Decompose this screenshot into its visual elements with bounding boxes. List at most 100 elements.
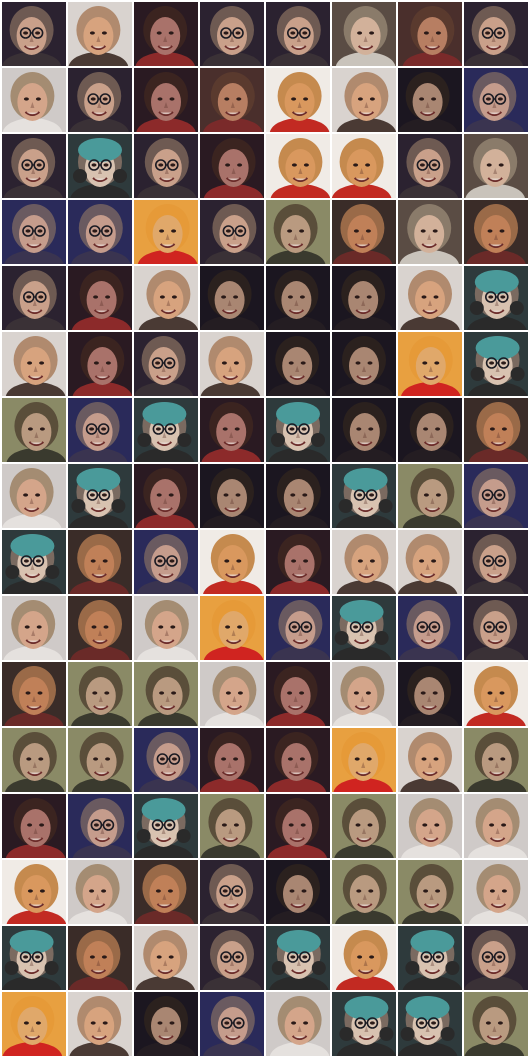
face-image [464,728,528,792]
face-image [134,926,198,990]
face-image [464,530,528,594]
face-tile [266,398,330,462]
face-image [398,398,462,462]
face-image [464,134,528,198]
face-tile [266,332,330,396]
face-tile [2,464,66,528]
face-image [266,728,330,792]
face-image [134,398,198,462]
face-tile [332,530,396,594]
face-tile [68,134,132,198]
face-image [68,134,132,198]
face-tile [398,596,462,660]
face-tile [68,200,132,264]
face-image [2,332,66,396]
face-tile [200,266,264,330]
face-image [2,926,66,990]
face-tile [332,662,396,726]
face-tile [68,728,132,792]
face-tile [200,860,264,924]
face-tile [134,200,198,264]
face-tile [464,728,528,792]
face-tile [2,68,66,132]
face-image [68,68,132,132]
face-tile [266,728,330,792]
face-tile [266,860,330,924]
face-image [266,134,330,198]
face-tile [68,596,132,660]
face-image [134,464,198,528]
face-image [266,530,330,594]
face-tile [398,332,462,396]
face-image [68,2,132,66]
face-image [2,68,66,132]
face-tile [134,992,198,1056]
face-tile [200,794,264,858]
face-tile [398,992,462,1056]
face-tile [68,860,132,924]
face-tile [332,266,396,330]
face-image [68,860,132,924]
face-image [134,530,198,594]
face-image [464,794,528,858]
face-tile [398,2,462,66]
face-image [398,200,462,264]
face-image [464,332,528,396]
face-tile [266,530,330,594]
face-image [134,134,198,198]
face-image [134,728,198,792]
face-image [464,992,528,1056]
face-image [332,596,396,660]
face-image [2,266,66,330]
face-image [266,332,330,396]
face-tile [200,530,264,594]
face-tile [2,662,66,726]
face-image [2,662,66,726]
face-image [134,662,198,726]
face-tile [68,794,132,858]
face-tile [398,728,462,792]
face-tile [68,68,132,132]
face-tile [332,200,396,264]
face-image [266,2,330,66]
face-tile [134,728,198,792]
face-image [134,992,198,1056]
face-image [398,266,462,330]
face-tile [200,398,264,462]
face-tile [398,200,462,264]
face-image [200,398,264,462]
face-tile [200,200,264,264]
face-tile [332,134,396,198]
face-tile [68,2,132,66]
face-image [2,134,66,198]
face-tile [266,794,330,858]
face-image [134,860,198,924]
face-image [2,596,66,660]
face-tile [68,266,132,330]
face-image [134,332,198,396]
face-image [266,860,330,924]
face-tile [68,464,132,528]
face-tile [464,596,528,660]
face-tile [398,662,462,726]
face-tile [134,398,198,462]
face-image [266,992,330,1056]
face-tile [2,926,66,990]
face-tile [266,68,330,132]
face-tile [134,926,198,990]
face-image [332,794,396,858]
face-image [2,2,66,66]
face-image [398,596,462,660]
face-image [200,794,264,858]
face-tile [2,332,66,396]
face-tile [464,332,528,396]
face-image [398,134,462,198]
face-image [464,662,528,726]
face-image [68,992,132,1056]
face-image [68,398,132,462]
face-tile [2,530,66,594]
face-image [398,992,462,1056]
face-tile [68,332,132,396]
face-image [332,68,396,132]
face-image [332,662,396,726]
